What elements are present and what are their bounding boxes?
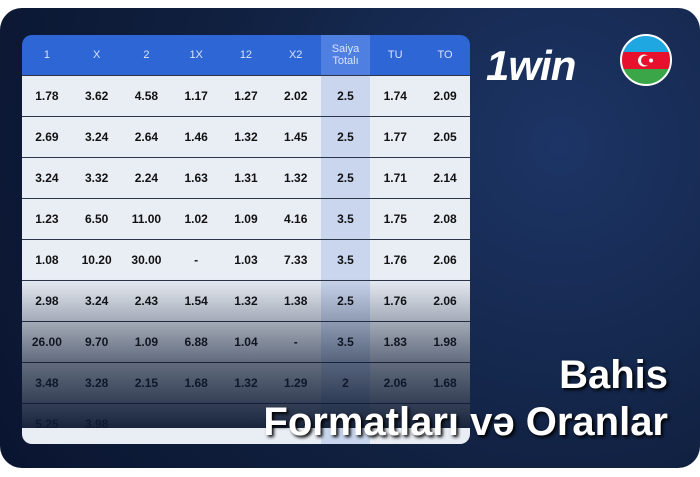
odds-cell: 3.24	[22, 157, 72, 199]
odds-cell: 1.31	[221, 157, 271, 199]
table-row: 1.23 6.50 11.00 1.02 1.09 4.16 3.5 1.75 2.08	[22, 198, 470, 240]
fade-overlay	[22, 278, 470, 428]
odds-cell: 1.08	[22, 239, 72, 281]
column-header: 2	[121, 35, 172, 76]
odds-cell: 1.02	[171, 198, 222, 240]
column-header: X2	[270, 35, 321, 76]
title-line: Formatları və Oranlar	[263, 400, 668, 444]
odds-cell: 2.02	[270, 75, 321, 117]
odds-cell: 1.32	[270, 157, 321, 199]
odds-cell: 2.09	[420, 75, 470, 117]
odds-cell: 1.78	[22, 75, 72, 117]
odds-cell: 11.00	[121, 198, 172, 240]
odds-cell: 3.5	[320, 239, 371, 281]
odds-cell: 3.32	[71, 157, 122, 199]
odds-cell: 1.17	[171, 75, 222, 117]
odds-cell: 4.58	[121, 75, 172, 117]
flag	[620, 34, 672, 86]
title-line: Bahis	[559, 353, 668, 397]
odds-cell: 1.03	[221, 239, 271, 281]
odds-cell: 1.32	[221, 116, 271, 158]
odds-cell: 1.27	[221, 75, 271, 117]
odds-cell: 2.08	[420, 198, 470, 240]
odds-cell: 2.14	[420, 157, 470, 199]
odds-cell: 2.64	[121, 116, 172, 158]
column-header: 1X	[171, 35, 222, 76]
odds-cell: 1.77	[370, 116, 421, 158]
odds-cell: 2.5	[320, 116, 371, 158]
odds-cell: 2.06	[420, 239, 470, 281]
odds-cell: 3.24	[71, 116, 122, 158]
odds-cell: 3.5	[320, 198, 371, 240]
column-header: TU	[370, 35, 421, 76]
odds-cell: 1.63	[171, 157, 222, 199]
odds-cell: 1.45	[270, 116, 321, 158]
odds-cell: 2.69	[22, 116, 72, 158]
table-row: 1.78 3.62 4.58 1.17 1.27 2.02 2.5 1.74 2.09	[22, 75, 470, 117]
odds-cell: 4.16	[270, 198, 321, 240]
odds-cell: 1.76	[370, 239, 421, 281]
table-row: 2.69 3.24 2.64 1.46 1.32 1.45 2.5 1.77 2.05	[22, 116, 470, 158]
column-header: Saiya Totalı	[320, 35, 371, 76]
odds-cell: -	[171, 239, 222, 281]
odds-cell: 6.50	[71, 198, 122, 240]
table-row: 1.08 10.20 30.00-1.03 7.33 3.5 1.76 2.06	[22, 239, 470, 281]
table-row: 3.24 3.32 2.24 1.63 1.31 1.32 2.5 1.71 2.14	[22, 157, 470, 199]
odds-cell: 1.75	[370, 198, 421, 240]
banner: 1 X 2 1X 12 X2 Saiya Totalı TU TO 1.78 3.62 4.58 1.1…	[0, 8, 700, 468]
odds-cell: 7.33	[270, 239, 321, 281]
odds-cell: 1.23	[22, 198, 72, 240]
odds-cell: 1.46	[171, 116, 222, 158]
odds-cell: 2.5	[320, 157, 371, 199]
odds-cell: 1.74	[370, 75, 421, 117]
column-header: X	[71, 35, 122, 76]
column-header: 12	[221, 35, 271, 76]
odds-cell: 2.5	[320, 75, 371, 117]
odds-cell: 10.20	[71, 239, 122, 281]
odds-cell: 1.71	[370, 157, 421, 199]
column-header: TO	[420, 35, 470, 76]
logo: 1win	[486, 42, 576, 89]
odds-cell: 1.09	[221, 198, 271, 240]
header-row: 1 X 2 1X 12 X2 Saiya Totalı TU TO	[22, 35, 470, 76]
odds-cell: 30.00	[121, 239, 172, 281]
odds-cell: 3.62	[71, 75, 122, 117]
odds-cell: 2.05	[420, 116, 470, 158]
odds-cell: 2.24	[121, 157, 172, 199]
column-header: 1	[22, 35, 72, 76]
